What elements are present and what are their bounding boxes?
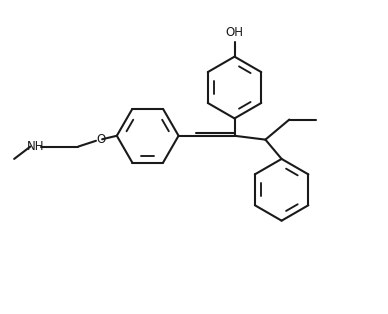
Text: O: O: [96, 133, 105, 146]
Text: NH: NH: [27, 140, 45, 153]
Text: OH: OH: [225, 26, 244, 39]
